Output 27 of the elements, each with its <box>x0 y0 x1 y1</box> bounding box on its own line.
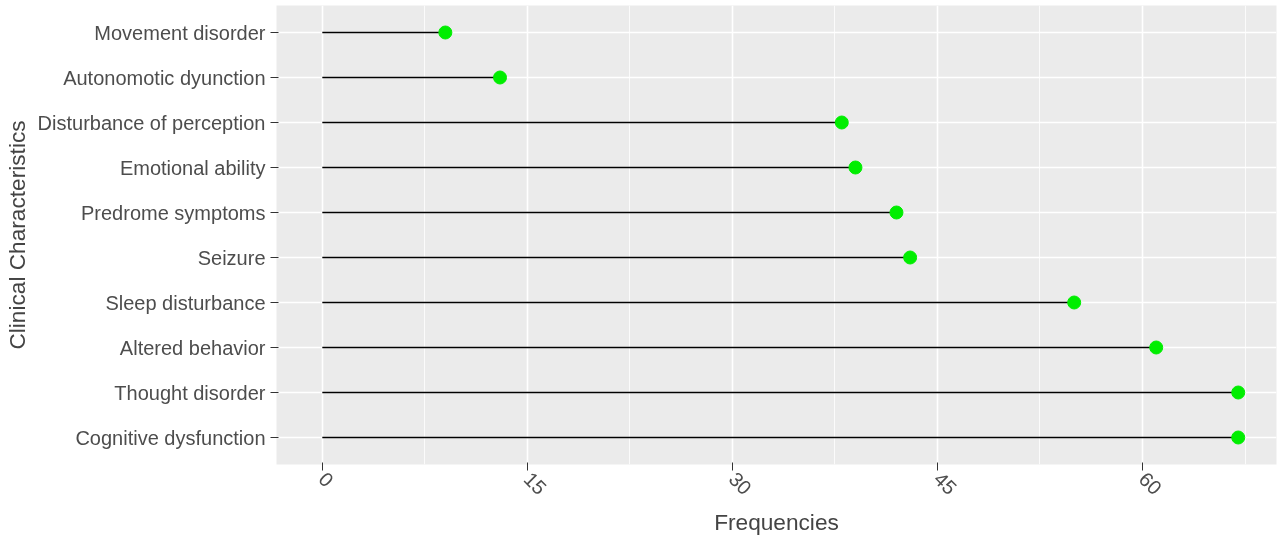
y-tick-label: Altered behavior <box>119 336 266 359</box>
x-tick-label: 60 <box>1134 467 1167 500</box>
point <box>1231 385 1246 400</box>
y-tick-label: Disturbance of perception <box>37 111 266 134</box>
point <box>1231 430 1246 445</box>
y-tick-label: Autonomotic dyunction <box>63 66 266 89</box>
y-axis-title: Clinical Characteristics <box>3 120 30 350</box>
x-tick-label: 15 <box>519 467 551 500</box>
point <box>848 160 863 175</box>
x-axis-title: Frequencies <box>714 509 839 536</box>
y-tick-label: Movement disorder <box>94 21 266 44</box>
x-tick-label: 30 <box>724 467 756 500</box>
point <box>1149 340 1164 355</box>
y-tick-label: Thought disorder <box>114 381 266 404</box>
y-tick-label: Seizure <box>197 246 266 269</box>
y-tick-label: Sleep disturbance <box>105 291 266 314</box>
x-tick-label: 45 <box>929 467 961 500</box>
point <box>834 115 849 130</box>
point <box>889 205 904 220</box>
x-tick-label: 0 <box>314 467 338 492</box>
y-tick-label: Emotional ability <box>119 156 266 179</box>
point <box>438 25 453 40</box>
point <box>903 250 918 265</box>
y-tick-label: Cognitive dysfunction <box>75 426 266 449</box>
y-tick-label: Predrome symptoms <box>81 201 266 224</box>
point <box>1067 295 1082 310</box>
point <box>493 70 508 85</box>
